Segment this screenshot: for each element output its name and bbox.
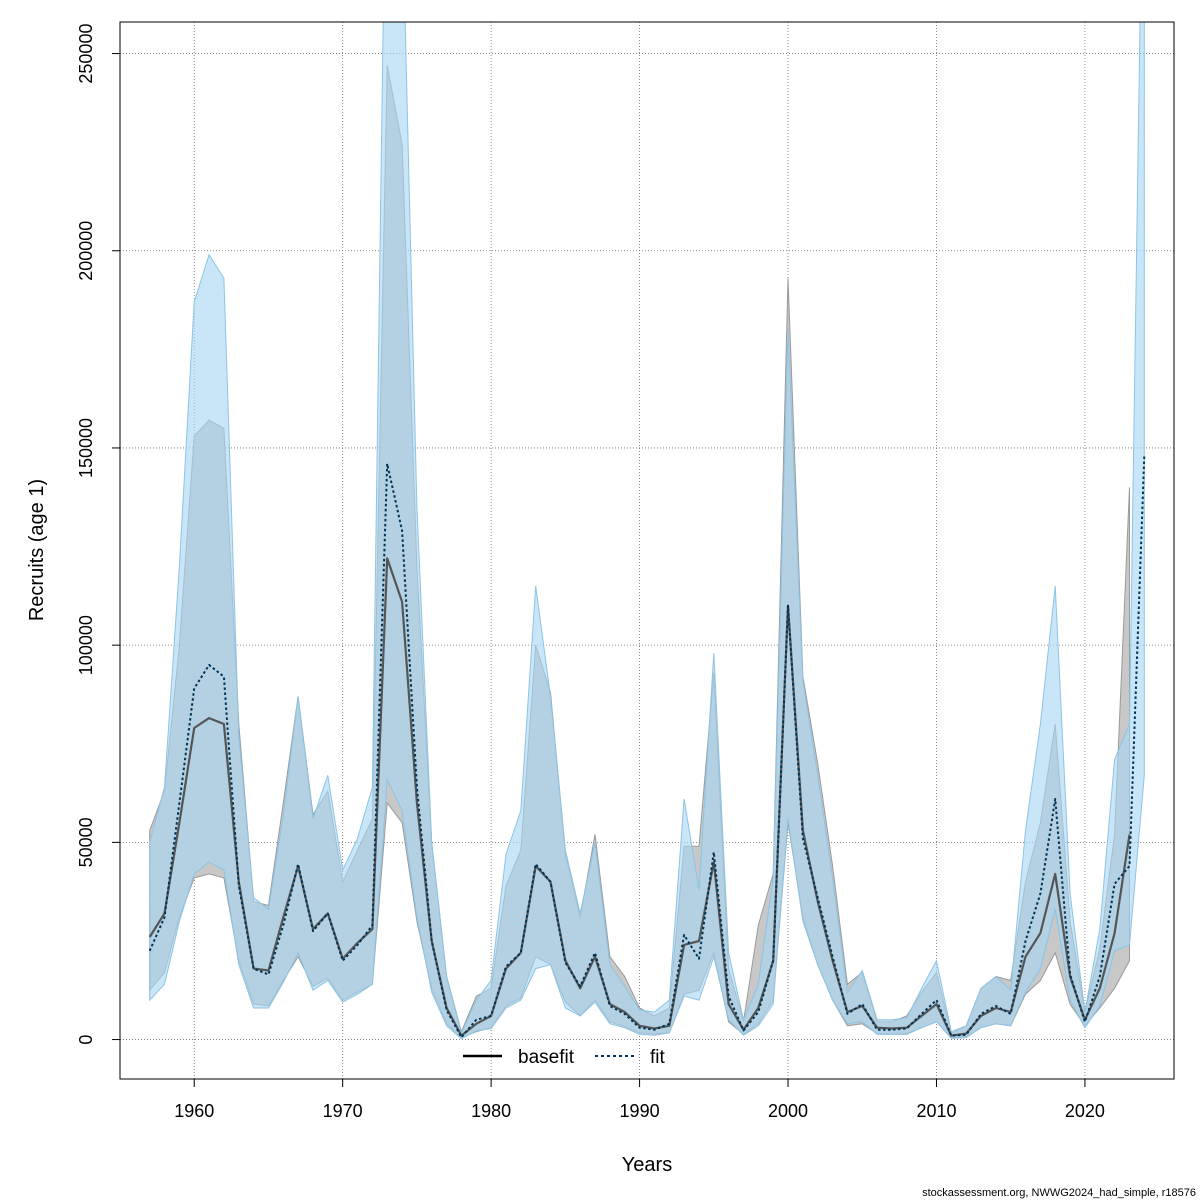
credit-text: stockassessment.org, NWWG2024_had_simple… [922,1187,1196,1199]
plot-frame [119,21,1175,1080]
y-tick-label: 50000 [76,817,96,867]
confidence-bands [149,22,1145,1040]
y-tick-label: 250000 [76,24,96,84]
y-tick-label: 200000 [76,221,96,281]
fit-line [148,455,1146,1039]
legend: basefit fit [463,1047,666,1068]
x-tick-label: 2000 [768,1101,808,1121]
legend-basefit-label: basefit [518,1047,575,1068]
x-tick-label: 2020 [1065,1101,1105,1121]
x-tick-label: 2010 [916,1101,956,1121]
basefit-line [148,557,1131,1037]
x-axis-title: Years [622,1154,672,1176]
y-axis: 0 50000 100000 150000 200000 250000 [76,24,120,1045]
x-tick-label: 1970 [323,1101,363,1121]
y-tick-label: 150000 [76,418,96,478]
fit-confidence-band [149,22,1145,1040]
y-axis-title: Recruits (age 1) [26,479,48,621]
x-tick-label: 1960 [174,1101,214,1121]
x-tick-label: 1980 [471,1101,511,1121]
legend-fit-label: fit [650,1047,666,1068]
x-axis: 1960 1970 1980 1990 2000 2010 2020 [174,1079,1105,1121]
x-tick-label: 1990 [620,1101,660,1121]
y-tick-label: 0 [76,1035,96,1045]
y-tick-label: 100000 [76,615,96,675]
series-lines [148,455,1146,1039]
